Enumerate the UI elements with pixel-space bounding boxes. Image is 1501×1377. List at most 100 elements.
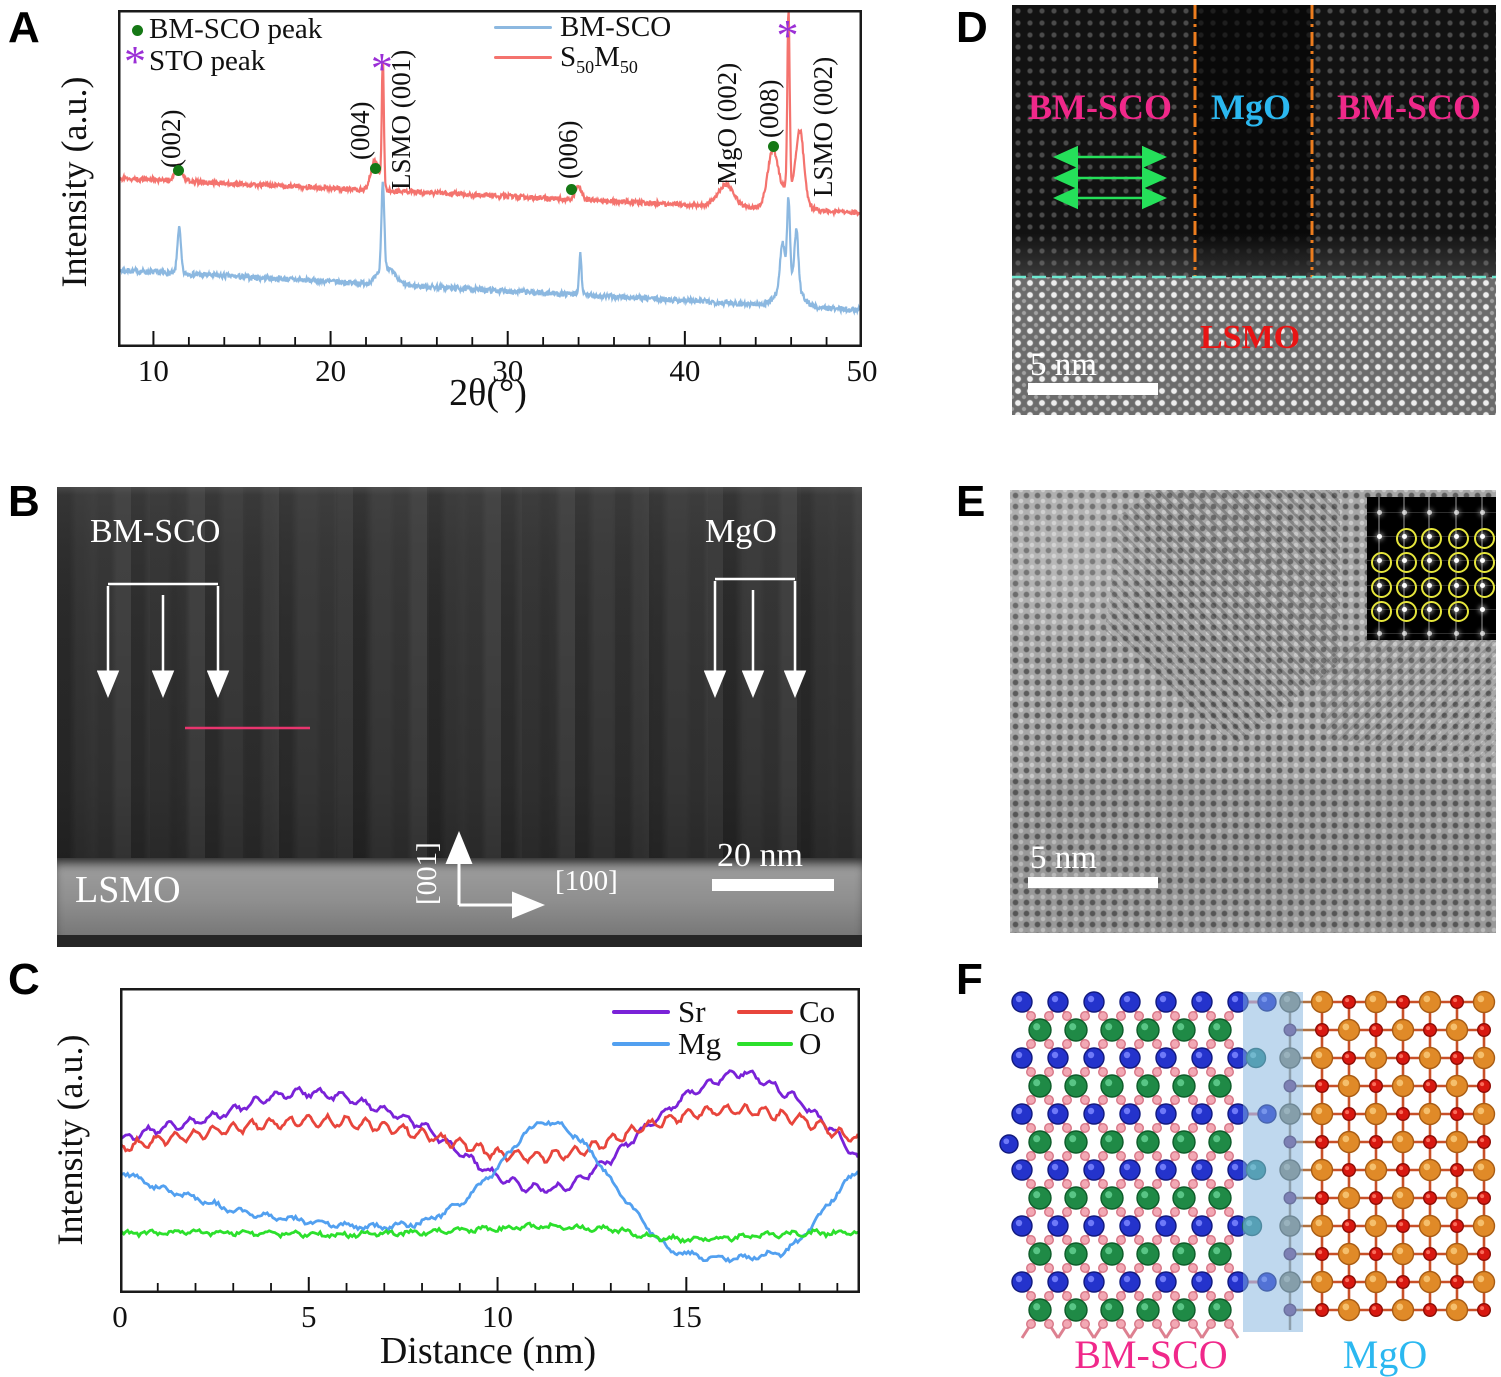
atom-icon <box>1169 1039 1180 1050</box>
fft-spot-icon <box>1453 630 1459 636</box>
atom-icon <box>1119 1047 1141 1069</box>
panel-d-annotations <box>1012 5 1496 279</box>
atom-icon <box>1044 1234 1055 1245</box>
atom-icon <box>1133 1122 1144 1133</box>
atom-icon <box>1187 1122 1198 1133</box>
scale-bar <box>712 879 834 891</box>
mgo-column-region <box>1195 5 1312 277</box>
atom-icon <box>1047 1047 1069 1069</box>
atom-icon <box>1064 1242 1088 1266</box>
atom-icon <box>1011 1159 1033 1181</box>
atom-icon <box>1187 1234 1198 1245</box>
atom-icon <box>1472 1046 1496 1070</box>
atom-icon <box>1205 1122 1216 1133</box>
panel-label-a: A <box>8 3 40 52</box>
atom-icon <box>1155 1215 1177 1237</box>
atom-icon <box>1062 1094 1073 1105</box>
atom-icon <box>1115 1094 1126 1105</box>
x-tick-label: 15 <box>670 1299 702 1334</box>
atom-icon <box>1450 1275 1465 1290</box>
fft-inset <box>1367 497 1496 640</box>
atom-icon <box>1044 1263 1055 1274</box>
atom-icon <box>1097 1319 1108 1330</box>
atom-icon <box>1097 1122 1108 1133</box>
atom-icon <box>1133 1039 1144 1050</box>
atom-icon <box>1044 1150 1055 1161</box>
atom-icon <box>1047 1215 1069 1237</box>
atom-icon <box>1011 1215 1033 1237</box>
x-tick-label: 5 <box>301 1299 317 1334</box>
fft-reflection-circle-icon <box>1370 576 1392 598</box>
atom-icon <box>1062 1011 1073 1022</box>
atom-icon <box>1472 1102 1496 1126</box>
atom-icon <box>1310 990 1334 1014</box>
eds-x-axis-label: Distance (nm) <box>379 1330 597 1372</box>
legend-bmsco-peak-label: BM-SCO peak <box>149 13 323 45</box>
fft-reflection-circle-icon <box>1370 551 1392 573</box>
atom-icon <box>1337 1242 1361 1266</box>
atom-icon <box>1115 1263 1126 1274</box>
x-tick-label: 50 <box>846 353 878 388</box>
atom-icon <box>1396 1218 1411 1233</box>
atom-icon <box>1391 1298 1415 1322</box>
atom-icon <box>1044 1094 1055 1105</box>
atom-icon <box>1315 1023 1330 1038</box>
atom-icon <box>1062 1291 1073 1302</box>
atom-icon <box>1119 1159 1141 1181</box>
atom-icon <box>1364 1046 1388 1070</box>
atom-icon <box>1472 1214 1496 1238</box>
atom-icon <box>1047 1271 1069 1293</box>
atom-icon <box>1097 1178 1108 1189</box>
atom-icon <box>1369 1134 1384 1149</box>
atom-icon <box>1136 1130 1160 1154</box>
atom-icon <box>1064 1074 1088 1098</box>
atom-icon <box>1169 1178 1180 1189</box>
fft-reflection-circle-icon <box>1473 551 1495 573</box>
fft-reflection-circle-icon <box>1420 551 1442 573</box>
axis-100-label: [100] <box>555 865 618 897</box>
atom-icon <box>1477 1190 1492 1205</box>
atom-icon <box>1364 1158 1388 1182</box>
legend-series-s50m50-label: S50M50 <box>560 43 638 76</box>
atom-icon <box>1028 1186 1052 1210</box>
fft-streak <box>1367 511 1496 513</box>
atom-icon <box>1423 1134 1438 1149</box>
atom-icon <box>1208 1298 1232 1322</box>
atom-icon <box>1450 1162 1465 1177</box>
atom-icon <box>1337 1298 1361 1322</box>
bmsco-peak-dot-icon <box>172 164 184 176</box>
atom-icon <box>1342 1275 1357 1290</box>
atom-icon <box>1079 1263 1090 1274</box>
atom-icon <box>1064 1130 1088 1154</box>
hrtem-image: 5 nm <box>1010 490 1496 933</box>
atom-icon <box>1064 1018 1088 1042</box>
atom-icon <box>1423 1078 1438 1093</box>
scale-bar-label: 5 nm <box>1030 840 1097 876</box>
atom-icon <box>1418 1102 1442 1126</box>
atom-icon <box>1097 1039 1108 1050</box>
peak-label: (002) <box>155 109 186 169</box>
sto-peak-asterisk-icon: * <box>370 43 393 93</box>
atom-icon <box>1026 1178 1037 1189</box>
atom-icon <box>1337 1130 1361 1154</box>
atom-icon <box>1062 1263 1073 1274</box>
atom-icon <box>1011 991 1033 1013</box>
atom-icon <box>1223 1150 1234 1161</box>
atom-icon <box>1418 1158 1442 1182</box>
xrd-chart <box>118 10 862 347</box>
scale-bar <box>1028 383 1158 395</box>
atom-icon <box>1369 1078 1384 1093</box>
atom-icon <box>1364 1270 1388 1294</box>
atom-icon <box>1083 1159 1105 1181</box>
atom-icon <box>1097 1206 1108 1217</box>
interface-glow <box>1012 233 1496 277</box>
atom-icon <box>1205 1263 1216 1274</box>
bmsco-peak-dot-icon <box>767 141 779 153</box>
panel-label-d: D <box>956 3 988 52</box>
atom-icon <box>1364 1214 1388 1238</box>
atom-icon <box>1028 1074 1052 1098</box>
atom-icon <box>1026 1122 1037 1133</box>
fft-reflection-circle-icon <box>1395 551 1417 573</box>
atom-icon <box>1364 1102 1388 1126</box>
peak-label: LSMO (002) <box>807 56 838 198</box>
